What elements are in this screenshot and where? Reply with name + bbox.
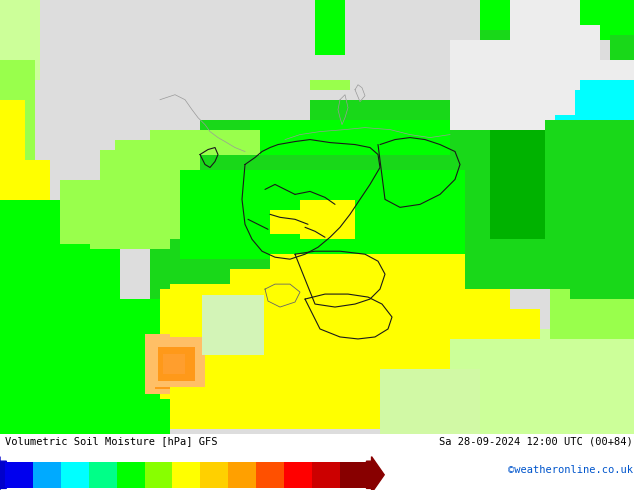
Bar (172, 462, 200, 488)
Bar (145, 462, 172, 488)
Bar (256, 462, 284, 488)
Text: ©weatheronline.co.uk: ©weatheronline.co.uk (508, 465, 633, 475)
Text: Volumetric Soil Moisture [hPa] GFS: Volumetric Soil Moisture [hPa] GFS (5, 437, 217, 446)
Text: Sa 28-09-2024 12:00 UTC (00+84): Sa 28-09-2024 12:00 UTC (00+84) (439, 437, 633, 446)
Bar (117, 462, 145, 488)
Bar (33, 462, 61, 488)
Bar (89, 462, 117, 488)
Bar (340, 462, 368, 488)
Bar (61, 462, 89, 488)
Bar (200, 462, 228, 488)
Bar (312, 462, 340, 488)
FancyArrow shape (366, 457, 384, 490)
Bar (228, 462, 256, 488)
FancyArrow shape (0, 457, 6, 490)
Bar (5, 462, 33, 488)
Bar (284, 462, 312, 488)
